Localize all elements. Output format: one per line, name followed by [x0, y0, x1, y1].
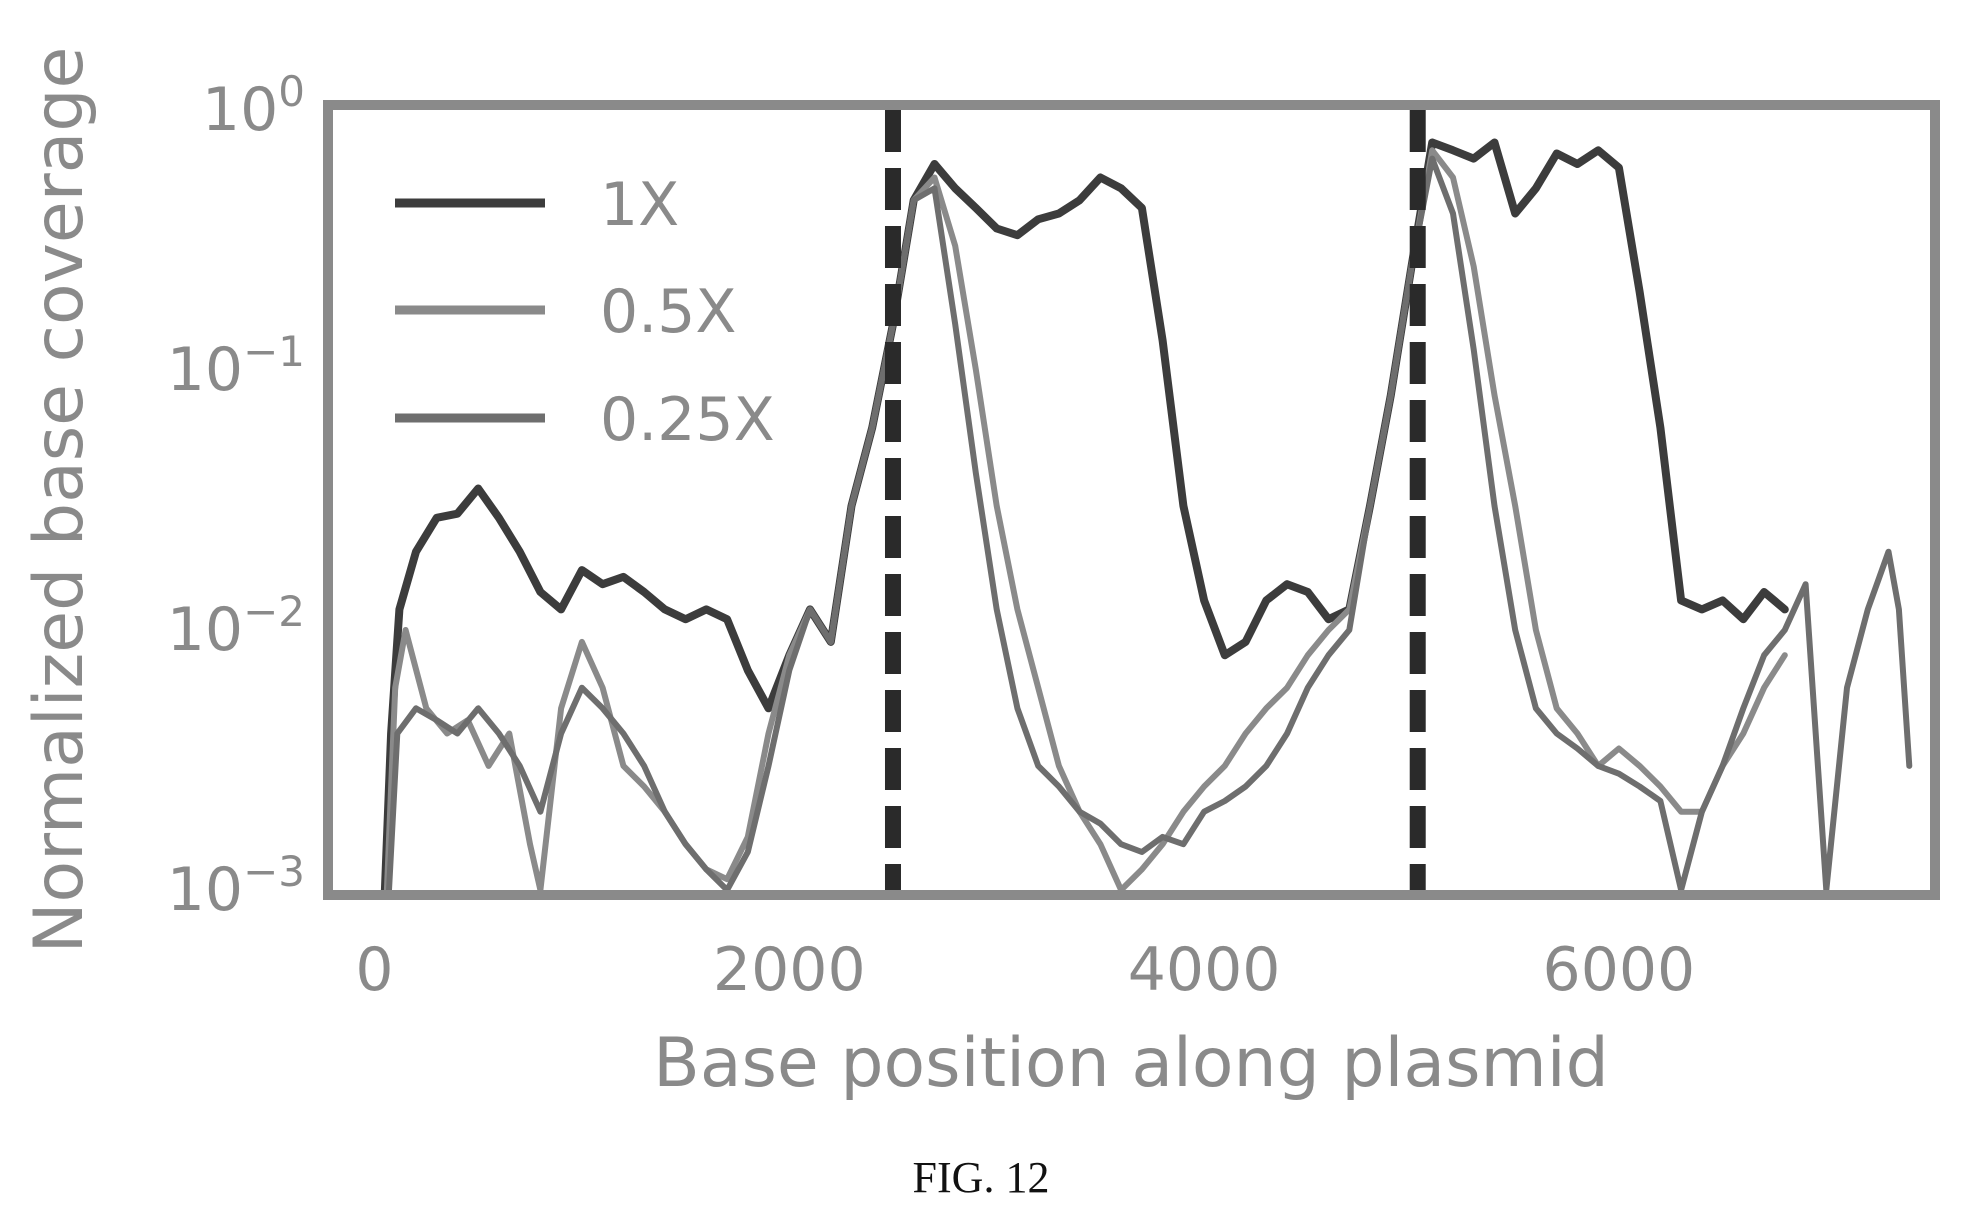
divider-lines	[884, 110, 1426, 890]
legend-label-0-5x: 0.5X	[600, 277, 737, 347]
series-line-0-5x	[383, 147, 1788, 893]
legend-label-1x: 1X	[600, 170, 679, 240]
y-tick-label: 10−3	[167, 847, 305, 925]
figure-caption: FIG. 12	[913, 1153, 1050, 1202]
y-axis-label: Normalized base coverage	[20, 47, 99, 954]
x-tick-label: 4000	[1128, 935, 1281, 1005]
y-tick-label: 10−1	[167, 327, 305, 405]
series-line-1x	[380, 138, 1789, 894]
x-axis-label: Base position along plasmid	[653, 1024, 1609, 1103]
legend: 1X 0.5X 0.25X	[395, 170, 775, 455]
legend-label-0-25x: 0.25X	[600, 385, 775, 455]
y-axis-ticks: 10−3 10−2 10−1 100	[167, 67, 305, 925]
x-tick-label: 2000	[713, 935, 866, 1005]
y-tick-label: 100	[202, 67, 305, 145]
x-tick-label: 6000	[1543, 935, 1696, 1005]
x-tick-label: 0	[355, 935, 393, 1005]
y-tick-label: 10−2	[167, 587, 305, 665]
series-layer	[380, 138, 1913, 894]
series-line-0-25x	[386, 155, 1913, 893]
plot-frame	[323, 100, 1940, 900]
x-axis-ticks: 0 2000 4000 6000	[355, 935, 1695, 1005]
